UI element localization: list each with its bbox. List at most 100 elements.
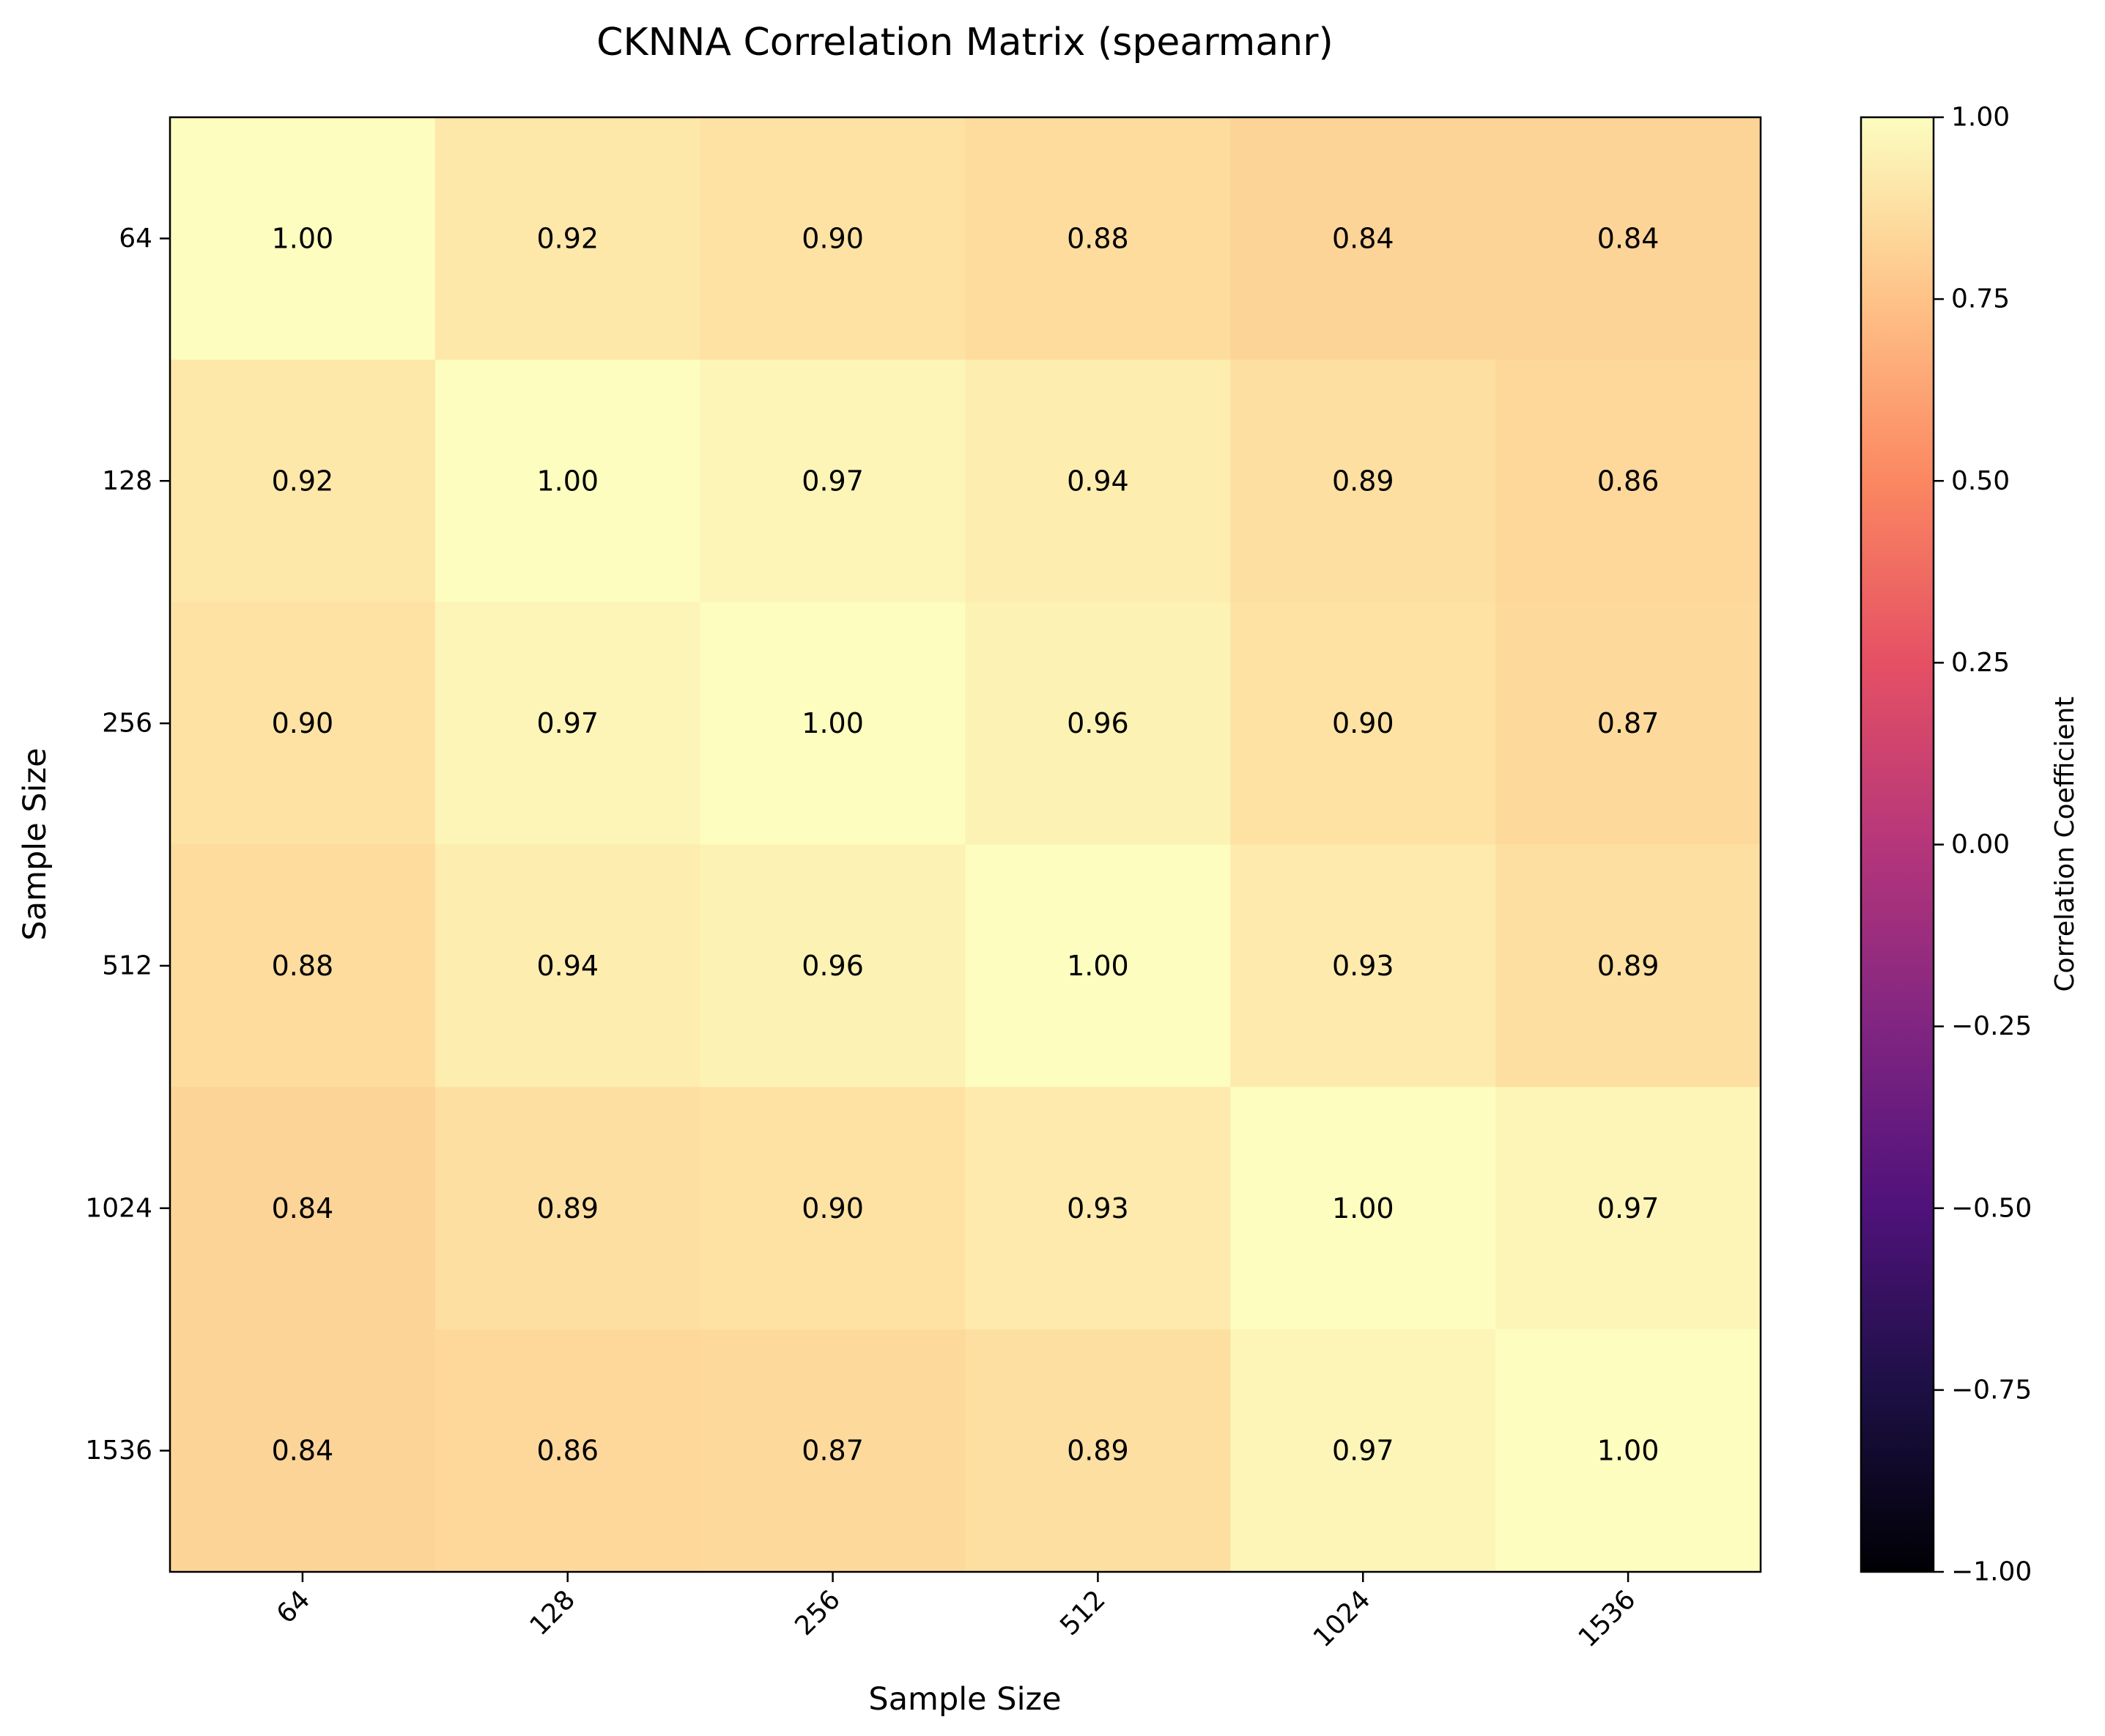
heatmap-cell — [1230, 844, 1496, 1087]
cell-value-label: 0.93 — [1332, 950, 1394, 982]
cell-value-label: 0.90 — [802, 1192, 864, 1225]
cell-value-label: 0.84 — [272, 1192, 334, 1225]
chart-title: CKNNA Correlation Matrix (spearmanr) — [596, 21, 1333, 64]
heatmap-cell — [1495, 602, 1761, 846]
cell-value-label: 0.89 — [1067, 1435, 1129, 1467]
y-axis-label: Sample Size — [17, 747, 53, 940]
heatmap-cell — [965, 1087, 1231, 1330]
colorbar-tick-label: −0.75 — [1951, 1375, 2032, 1405]
colorbar-tick-label: −1.00 — [1951, 1557, 2032, 1587]
heatmap-cell — [170, 602, 436, 846]
colorbar-label: Correlation Coefficient — [2050, 697, 2080, 992]
cell-value-label: 0.86 — [536, 1435, 599, 1467]
cell-value-label: 1.00 — [1332, 1192, 1394, 1225]
cell-value-label: 0.89 — [1332, 465, 1394, 497]
heatmap-cell — [700, 844, 966, 1087]
x-axis-label: Sample Size — [868, 1681, 1061, 1718]
cell-value-label: 0.86 — [1597, 465, 1660, 497]
plot-frame — [169, 116, 1762, 1573]
heatmap-cell — [434, 359, 701, 603]
y-tick-label: 256 — [102, 709, 152, 739]
cell-value-label: 0.84 — [1597, 222, 1660, 254]
heatmap-cell — [1230, 1087, 1496, 1330]
heatmap-cell — [1495, 844, 1761, 1087]
colorbar-tick-label: 1.00 — [1951, 103, 2010, 133]
heatmap-cell — [700, 1087, 966, 1330]
cell-value-label: 0.94 — [536, 950, 599, 982]
heatmap-cell — [700, 117, 966, 361]
cell-value-label: 0.92 — [536, 222, 599, 254]
cell-value-label: 0.94 — [1067, 465, 1129, 497]
heatmap-cell — [434, 1329, 701, 1573]
cell-value-label: 0.89 — [1597, 950, 1660, 982]
cell-value-label: 0.89 — [536, 1192, 599, 1225]
colorbar-tick-label: 0.25 — [1951, 648, 2010, 678]
cell-value-label: 0.84 — [1332, 222, 1394, 254]
heatmap-cells — [170, 117, 1761, 1573]
x-tick-label: 1536 — [1573, 1584, 1642, 1653]
cell-value-label: 0.88 — [1067, 222, 1129, 254]
cell-value-label: 0.84 — [272, 1435, 334, 1467]
cell-value-label: 0.87 — [1597, 707, 1660, 739]
heatmap-cell — [965, 359, 1231, 603]
x-tick-label: 128 — [525, 1584, 582, 1641]
colorbar-tick-label: −0.25 — [1951, 1011, 2032, 1041]
x-tick-label: 256 — [789, 1584, 846, 1641]
heatmap-cell — [170, 1329, 436, 1573]
y-tick-label: 512 — [102, 950, 152, 980]
heatmap-cell — [434, 844, 701, 1087]
cell-value-label: 0.88 — [272, 950, 334, 982]
heatmap-cell — [965, 117, 1231, 361]
cell-value-label: 1.00 — [1067, 950, 1129, 982]
cell-value-label: 0.90 — [272, 707, 334, 739]
heatmap-cell — [1495, 359, 1761, 603]
heatmap-cell — [1230, 359, 1496, 603]
cell-value-label: 0.92 — [272, 465, 334, 497]
colorbar-tick-label: −0.50 — [1951, 1193, 2032, 1223]
heatmap-cell — [434, 117, 701, 361]
cell-value-label: 0.96 — [802, 950, 864, 982]
heatmap-cell — [965, 844, 1231, 1087]
y-tick-label: 1536 — [85, 1436, 152, 1466]
heatmap-cell — [1230, 117, 1496, 361]
heatmap-cell — [170, 117, 436, 361]
heatmap-cell — [700, 1329, 966, 1573]
cell-value-label: 0.90 — [802, 222, 864, 254]
y-tick-label: 64 — [119, 224, 152, 254]
x-axis-ticks: 64 128 256 512 1024 1536 — [271, 1572, 1642, 1653]
cell-value-label: 0.97 — [536, 707, 599, 739]
cell-value-label: 0.90 — [1332, 707, 1394, 739]
x-tick-label: 512 — [1054, 1584, 1111, 1641]
heatmap-cell — [1230, 1329, 1496, 1573]
heatmap-cell — [1495, 1087, 1761, 1330]
heatmap-cell — [434, 1087, 701, 1330]
colorbar-ticks: −1.00 −0.75 −0.50 −0.25 0.00 0.25 0.50 0.75 1.00 — [1934, 103, 2032, 1587]
cell-value-label: 0.97 — [1597, 1192, 1660, 1225]
heatmap-cell — [170, 359, 436, 603]
y-tick-label: 128 — [102, 466, 152, 496]
heatmap-cell — [170, 844, 436, 1087]
heatmap-cell — [965, 602, 1231, 846]
heatmap-cell-labels: 1.00 0.92 0.90 0.88 0.84 0.84 0.92 1.00 0.97 0.94… — [272, 222, 1660, 1466]
colorbar — [1860, 116, 1935, 1573]
y-tick-label: 1024 — [85, 1193, 152, 1223]
cell-value-label: 1.00 — [536, 465, 599, 497]
x-tick-label: 64 — [271, 1584, 316, 1629]
heatmap-cell — [170, 1087, 436, 1330]
heatmap-cell — [1230, 602, 1496, 846]
cell-value-label: 1.00 — [272, 222, 334, 254]
colorbar-tick-label: 0.00 — [1951, 830, 2010, 860]
heatmap-cell — [700, 359, 966, 603]
heatmap-cell — [1495, 117, 1761, 361]
heatmap-cell — [965, 1329, 1231, 1573]
heatmap-cell — [1495, 1329, 1761, 1573]
y-axis-ticks: 64 128 256 512 1024 1536 — [85, 224, 170, 1466]
colorbar-tick-label: 0.50 — [1951, 466, 2010, 496]
x-tick-label: 1024 — [1308, 1584, 1377, 1653]
cell-value-label: 1.00 — [1597, 1435, 1660, 1467]
colorbar-tick-label: 0.75 — [1951, 284, 2010, 314]
cell-value-label: 0.93 — [1067, 1192, 1129, 1225]
heatmap-cell — [434, 602, 701, 846]
